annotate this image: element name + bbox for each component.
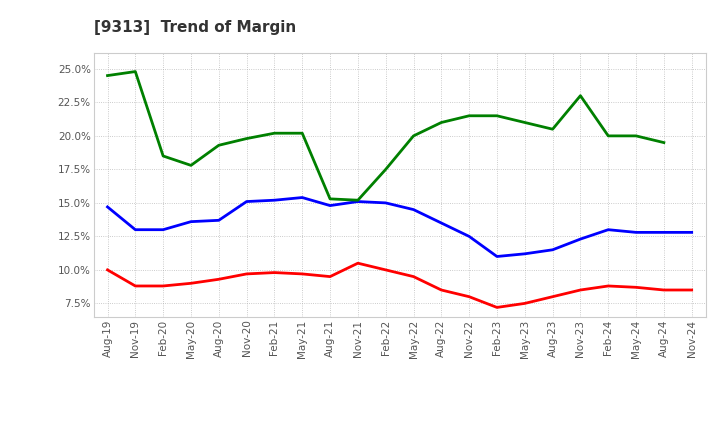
Line: Operating Cashflow: Operating Cashflow: [107, 72, 664, 200]
Ordinary Income: [131, 227, 140, 232]
Ordinary Income: [242, 199, 251, 204]
Ordinary Income: [549, 247, 557, 253]
Net Income: [186, 281, 195, 286]
Ordinary Income: [465, 234, 474, 239]
Operating Cashflow: [521, 120, 529, 125]
Net Income: [576, 287, 585, 293]
Operating Cashflow: [354, 198, 362, 203]
Operating Cashflow: [576, 93, 585, 98]
Operating Cashflow: [631, 133, 640, 139]
Operating Cashflow: [549, 127, 557, 132]
Ordinary Income: [159, 227, 168, 232]
Operating Cashflow: [465, 113, 474, 118]
Net Income: [409, 274, 418, 279]
Net Income: [492, 305, 501, 310]
Ordinary Income: [576, 236, 585, 242]
Ordinary Income: [382, 200, 390, 205]
Net Income: [437, 287, 446, 293]
Line: Net Income: Net Income: [107, 263, 692, 308]
Ordinary Income: [688, 230, 696, 235]
Operating Cashflow: [437, 120, 446, 125]
Net Income: [631, 285, 640, 290]
Ordinary Income: [437, 220, 446, 226]
Operating Cashflow: [382, 167, 390, 172]
Net Income: [521, 301, 529, 306]
Operating Cashflow: [131, 69, 140, 74]
Text: [9313]  Trend of Margin: [9313] Trend of Margin: [94, 20, 296, 35]
Net Income: [382, 267, 390, 272]
Ordinary Income: [631, 230, 640, 235]
Ordinary Income: [660, 230, 668, 235]
Ordinary Income: [298, 195, 307, 200]
Net Income: [270, 270, 279, 275]
Operating Cashflow: [660, 140, 668, 145]
Operating Cashflow: [298, 131, 307, 136]
Net Income: [660, 287, 668, 293]
Operating Cashflow: [604, 133, 613, 139]
Ordinary Income: [186, 219, 195, 224]
Net Income: [298, 271, 307, 277]
Ordinary Income: [492, 254, 501, 259]
Line: Ordinary Income: Ordinary Income: [107, 198, 692, 257]
Net Income: [549, 294, 557, 299]
Net Income: [242, 271, 251, 277]
Ordinary Income: [604, 227, 613, 232]
Operating Cashflow: [270, 131, 279, 136]
Ordinary Income: [325, 203, 334, 208]
Operating Cashflow: [159, 154, 168, 159]
Operating Cashflow: [492, 113, 501, 118]
Ordinary Income: [270, 198, 279, 203]
Net Income: [604, 283, 613, 289]
Operating Cashflow: [409, 133, 418, 139]
Ordinary Income: [409, 207, 418, 212]
Net Income: [215, 277, 223, 282]
Net Income: [325, 274, 334, 279]
Net Income: [103, 267, 112, 272]
Operating Cashflow: [215, 143, 223, 148]
Ordinary Income: [521, 251, 529, 257]
Net Income: [159, 283, 168, 289]
Ordinary Income: [215, 218, 223, 223]
Operating Cashflow: [325, 196, 334, 202]
Operating Cashflow: [103, 73, 112, 78]
Operating Cashflow: [186, 163, 195, 168]
Ordinary Income: [103, 204, 112, 209]
Net Income: [688, 287, 696, 293]
Net Income: [354, 260, 362, 266]
Net Income: [465, 294, 474, 299]
Ordinary Income: [354, 199, 362, 204]
Net Income: [131, 283, 140, 289]
Operating Cashflow: [242, 136, 251, 141]
